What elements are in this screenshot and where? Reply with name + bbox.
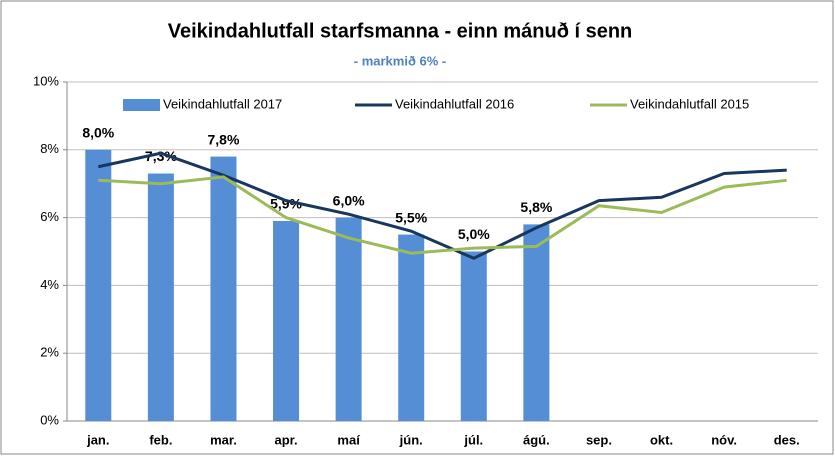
x-tick-label: feb.	[149, 432, 172, 447]
bar	[85, 149, 112, 422]
data-label: 7,3%	[145, 148, 177, 164]
x-tick-label: ágú.	[523, 432, 550, 447]
x-tick-label: nóv.	[711, 432, 737, 447]
bar	[210, 156, 237, 421]
bar	[398, 234, 425, 421]
bar	[460, 251, 487, 421]
x-tick-label: mar.	[210, 432, 237, 447]
x-tick-label: apr.	[274, 432, 297, 447]
line	[98, 175, 787, 255]
legend-label: Veikindahlutfall 2015	[630, 96, 749, 111]
legend-swatch	[123, 99, 160, 111]
data-label: 6,0%	[333, 192, 365, 208]
data-label: 5,9%	[270, 196, 302, 212]
y-tick-label: 8%	[40, 141, 59, 156]
data-label: 8,0%	[82, 125, 114, 141]
chart-title: Veikindahlutfall starfsmanna - einn mánu…	[168, 20, 633, 42]
bar	[273, 220, 300, 421]
y-tick-label: 6%	[40, 209, 59, 224]
legend-label: Veikindahlutfall 2017	[163, 96, 282, 111]
x-tick-label: okt.	[650, 432, 673, 447]
y-tick-label: 10%	[33, 73, 59, 88]
x-tick-label: júl.	[463, 432, 483, 447]
x-tick-label: maí	[337, 432, 360, 447]
bar	[523, 224, 550, 421]
bar	[335, 217, 362, 421]
bar	[147, 173, 174, 421]
data-label: 5,0%	[458, 226, 490, 242]
x-tick-label: jan.	[86, 432, 109, 447]
x-tick-label: des.	[774, 432, 800, 447]
data-label: 7,8%	[207, 131, 239, 147]
x-tick-label: sep.	[586, 432, 612, 447]
legend-label: Veikindahlutfall 2016	[395, 96, 514, 111]
y-tick-label: 0%	[40, 412, 59, 427]
line	[97, 151, 787, 260]
data-label: 5,8%	[520, 199, 552, 215]
y-tick-label: 2%	[40, 345, 59, 360]
chart-subtitle: - markmið 6% -	[354, 53, 446, 68]
y-tick-label: 4%	[40, 277, 59, 292]
x-tick-label: jún.	[399, 432, 423, 447]
data-label: 5,5%	[395, 209, 427, 225]
